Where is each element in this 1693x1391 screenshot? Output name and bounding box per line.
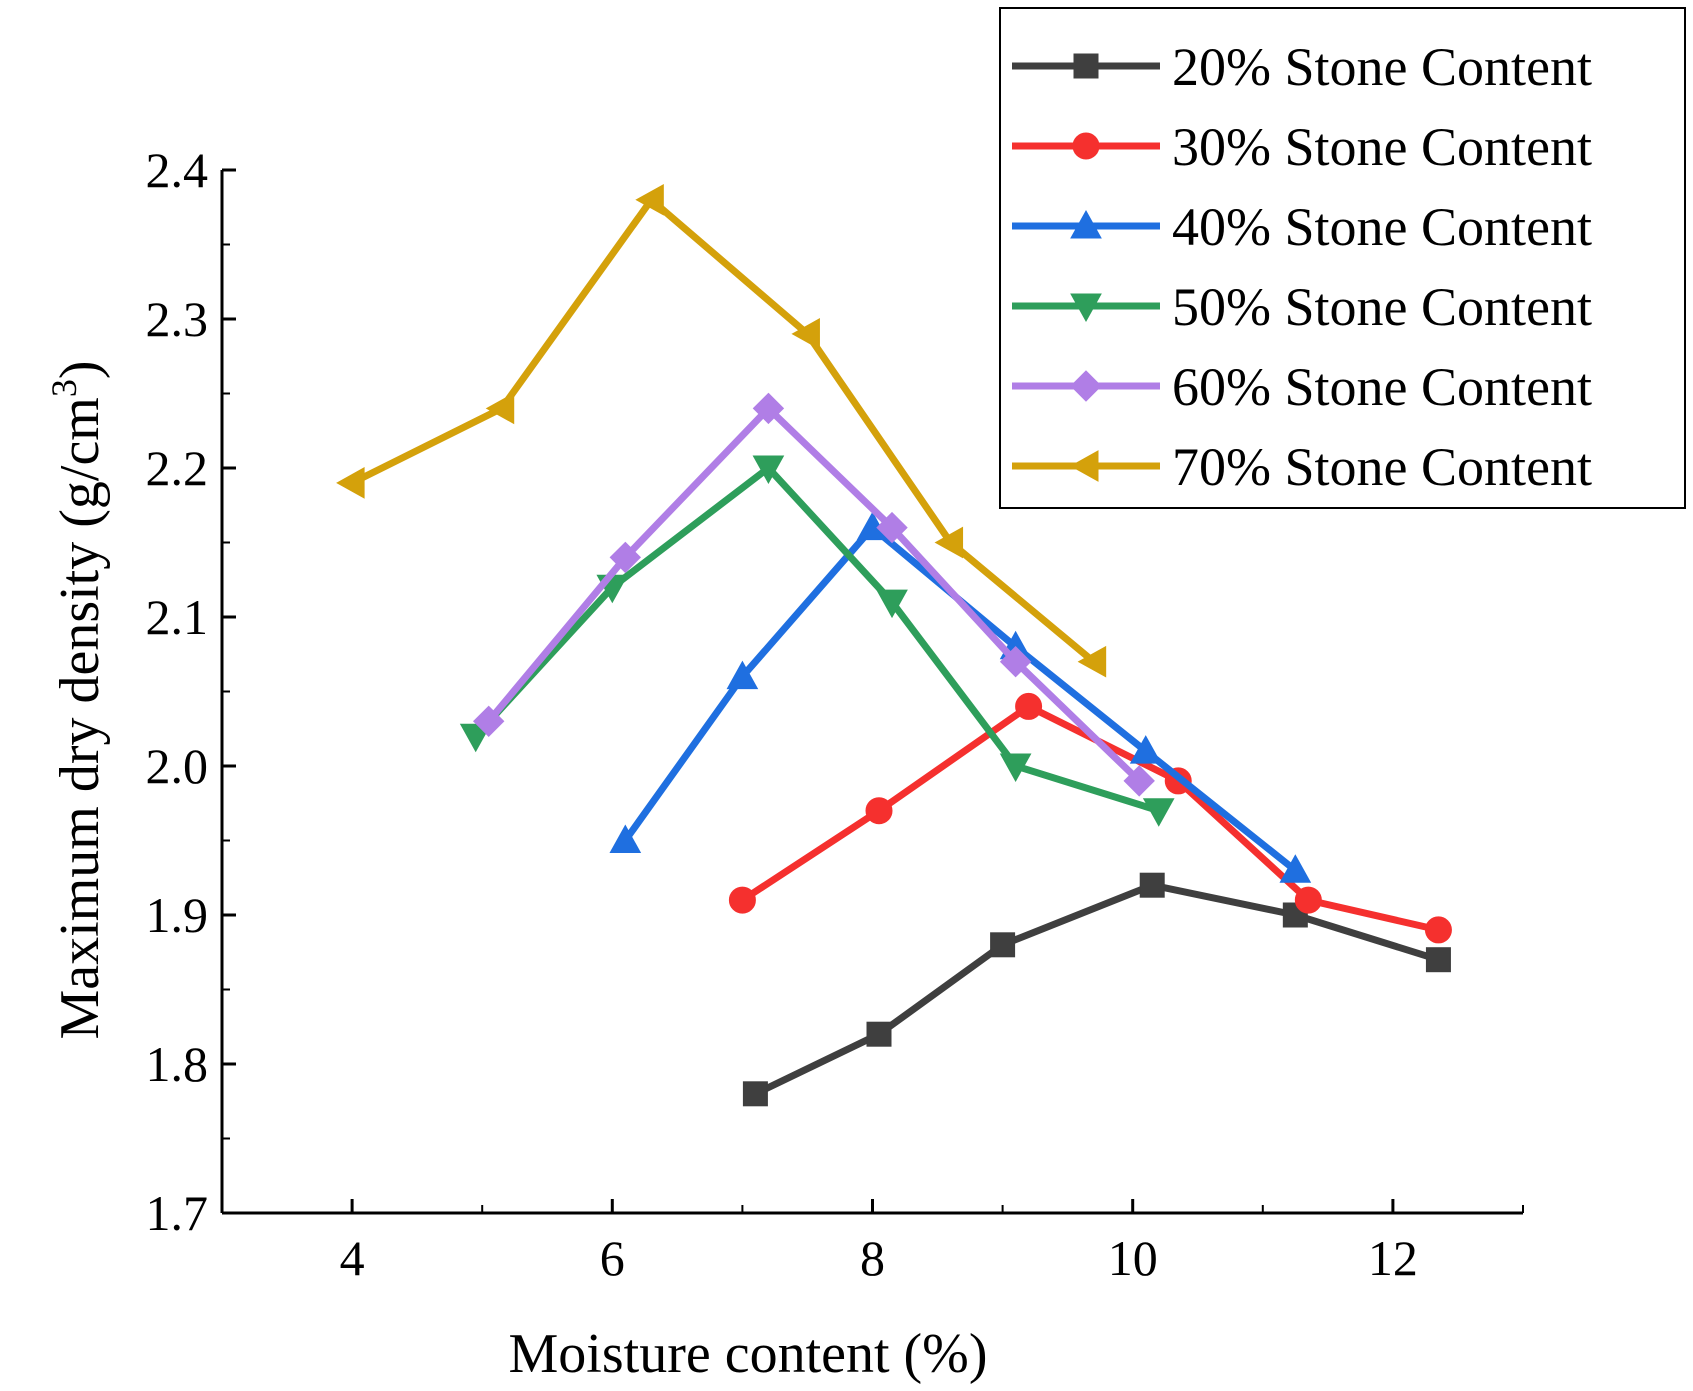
series-line bbox=[350, 196, 1096, 665]
y-ticks: 1.7 1.8 1.9 2.0 2.1 2.2 2.3 2.4 bbox=[146, 142, 236, 1241]
data-point bbox=[865, 797, 893, 825]
series-line bbox=[473, 464, 1160, 815]
x-tick-label: 8 bbox=[860, 1230, 885, 1286]
y-axis-title-close: ) bbox=[49, 360, 111, 379]
data-point bbox=[1142, 798, 1175, 827]
legend: 20% Stone Content 30% Stone Content 40% St… bbox=[999, 7, 1686, 509]
legend-swatch-marker bbox=[1069, 450, 1099, 482]
legend-label: 70% Stone Content bbox=[1172, 437, 1592, 497]
series-line bbox=[622, 524, 1298, 874]
legend-item: 20% Stone Content bbox=[1012, 37, 1592, 97]
data-point bbox=[609, 824, 642, 853]
data-point bbox=[876, 589, 908, 619]
data-point bbox=[1015, 692, 1043, 720]
legend-item: 60% Stone Content bbox=[1012, 357, 1592, 417]
legend-swatch-marker bbox=[1070, 370, 1102, 402]
series-line bbox=[486, 404, 1142, 784]
data-point bbox=[485, 392, 515, 425]
legend-label: 30% Stone Content bbox=[1172, 117, 1592, 177]
y-axis-title-main: Maximum dry density (g/cm bbox=[49, 397, 111, 1039]
series-5 bbox=[472, 392, 1155, 797]
series-line bbox=[740, 702, 1440, 934]
data-point bbox=[990, 932, 1016, 958]
y-tick-label: 1.8 bbox=[146, 1036, 209, 1092]
y-tick-label: 2.1 bbox=[146, 589, 209, 645]
legend-item: 40% Stone Content bbox=[1012, 197, 1592, 257]
data-point bbox=[934, 526, 964, 559]
data-point bbox=[866, 1021, 892, 1047]
data-point bbox=[752, 392, 785, 425]
data-point bbox=[1077, 645, 1107, 678]
data-point bbox=[752, 455, 785, 485]
data-point bbox=[791, 318, 820, 350]
legend-label: 60% Stone Content bbox=[1172, 357, 1592, 417]
data-point bbox=[999, 753, 1032, 783]
y-axis-title: Maximum dry density (g/cm3) bbox=[44, 360, 111, 1039]
series-4 bbox=[459, 455, 1175, 827]
legend-box bbox=[999, 7, 1686, 509]
legend-swatch-marker bbox=[1070, 209, 1102, 239]
data-point bbox=[635, 183, 664, 216]
y-axis-title-superscript: 3 bbox=[44, 379, 84, 397]
y-tick-label: 2.4 bbox=[146, 142, 209, 198]
legend-label: 40% Stone Content bbox=[1172, 197, 1592, 257]
legend-items: 20% Stone Content 30% Stone Content 40% St… bbox=[1012, 37, 1592, 497]
y-tick-label: 2.3 bbox=[146, 291, 209, 347]
series-layer bbox=[336, 183, 1452, 1107]
legend-swatch-marker bbox=[1070, 293, 1102, 323]
data-point bbox=[1139, 872, 1165, 898]
x-tick-label: 6 bbox=[600, 1230, 625, 1286]
data-point bbox=[1129, 735, 1162, 764]
legend-swatch-marker bbox=[1073, 53, 1099, 79]
data-point bbox=[472, 705, 505, 738]
y-tick-label: 2.0 bbox=[146, 738, 209, 794]
x-tick-label: 4 bbox=[340, 1230, 365, 1286]
data-point bbox=[876, 511, 908, 544]
x-tick-label: 10 bbox=[1108, 1230, 1158, 1286]
y-tick-label: 2.2 bbox=[146, 440, 209, 496]
series-6 bbox=[336, 183, 1107, 678]
data-point bbox=[999, 645, 1032, 678]
data-point bbox=[1123, 765, 1155, 797]
data-point bbox=[742, 1081, 768, 1107]
legend-item: 50% Stone Content bbox=[1012, 277, 1592, 337]
legend-item: 70% Stone Content bbox=[1012, 437, 1592, 497]
data-point bbox=[726, 660, 759, 690]
legend-item: 30% Stone Content bbox=[1012, 117, 1592, 177]
data-point bbox=[728, 886, 756, 914]
x-ticks: 4 6 8 10 12 bbox=[221, 1199, 1524, 1286]
legend-label: 50% Stone Content bbox=[1172, 277, 1592, 337]
legend-swatch-marker bbox=[1072, 132, 1100, 160]
data-point bbox=[1424, 916, 1452, 944]
series-line bbox=[753, 881, 1440, 1097]
y-tick-label: 1.9 bbox=[146, 887, 209, 943]
legend-label: 20% Stone Content bbox=[1172, 37, 1592, 97]
data-point bbox=[609, 541, 642, 574]
x-tick-label: 12 bbox=[1368, 1230, 1418, 1286]
x-axis-title: Moisture content (%) bbox=[509, 1323, 988, 1385]
data-point bbox=[336, 467, 365, 499]
data-point bbox=[1294, 886, 1322, 914]
data-point bbox=[1425, 947, 1451, 973]
y-tick-label: 1.7 bbox=[146, 1185, 209, 1241]
data-point bbox=[1279, 854, 1312, 883]
